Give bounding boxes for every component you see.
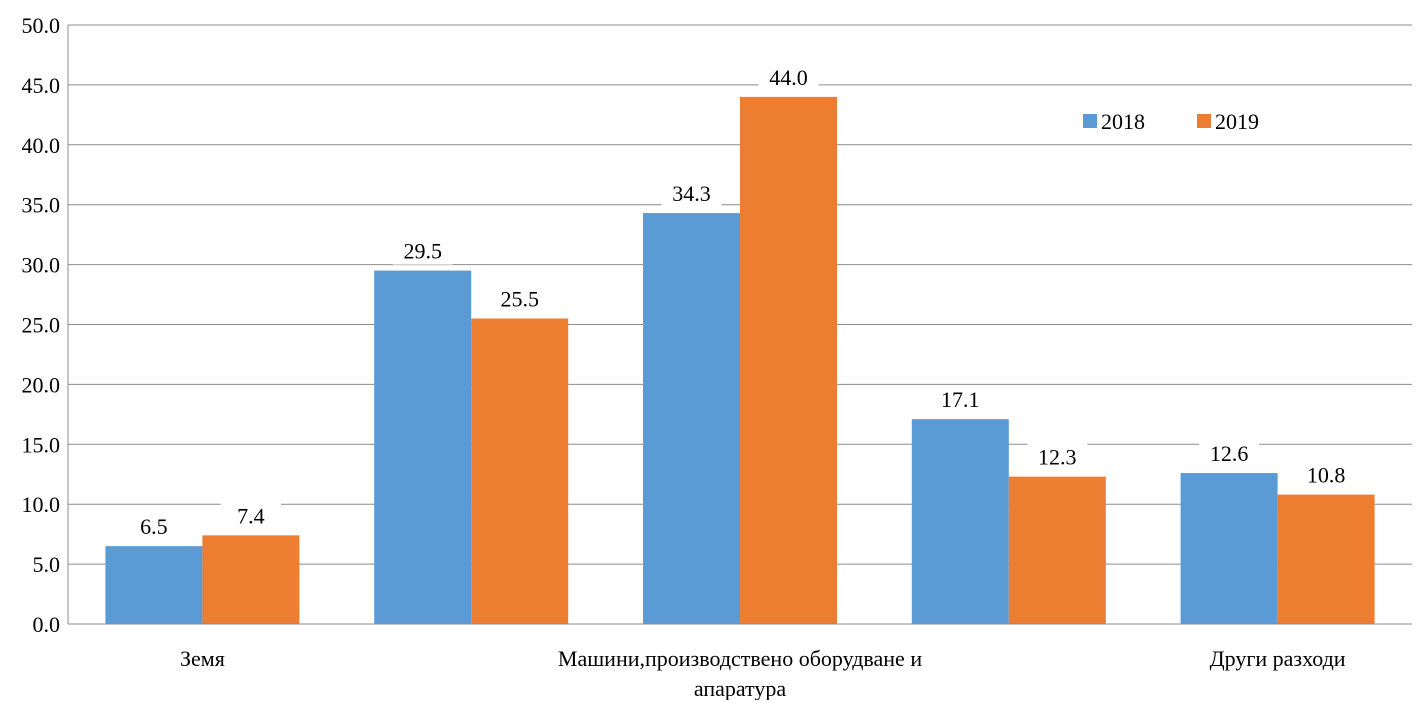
- bar-2019: [471, 318, 569, 624]
- data-label-bg: [1296, 460, 1357, 489]
- bar-2018: [1180, 473, 1278, 624]
- x-category-label: Други разходи: [1210, 646, 1346, 671]
- y-tick-label: 35.0: [22, 193, 61, 218]
- data-label-bg: [220, 501, 281, 530]
- data-label: 6.5: [140, 514, 168, 539]
- bar-2019: [1277, 494, 1375, 624]
- legend-swatch-2018: [1083, 114, 1097, 128]
- legend-label: 2019: [1215, 109, 1259, 134]
- data-label-bg: [1199, 439, 1260, 468]
- y-tick-label: 25.0: [22, 313, 61, 338]
- data-label-bg: [758, 62, 819, 91]
- bar-2019: [1008, 476, 1106, 624]
- data-label-bg: [1027, 442, 1088, 471]
- data-label: 25.5: [500, 287, 539, 312]
- y-tick-label: 15.0: [22, 432, 61, 457]
- data-label: 17.1: [941, 387, 980, 412]
- bar-2018: [105, 546, 203, 624]
- bar-2018: [374, 270, 472, 624]
- data-label: 29.5: [403, 239, 442, 264]
- axes: 0.0 5.0 10.0 15.0 20.0 25.0 30.0 35.0 40.0 45.0 50…: [22, 13, 1412, 701]
- x-category-label: Машини,производствено оборудване и: [558, 646, 922, 671]
- data-label-bg: [489, 284, 550, 313]
- legend-swatch-2019: [1197, 114, 1211, 128]
- y-tick-label: 40.0: [22, 133, 61, 158]
- data-label: 44.0: [769, 65, 808, 90]
- y-tick-label: 45.0: [22, 73, 61, 98]
- legend: 2018 2019: [1083, 109, 1259, 134]
- y-tick-label: 10.0: [22, 492, 61, 517]
- y-tick-label: 20.0: [22, 372, 61, 397]
- data-label-bg: [930, 385, 991, 414]
- bar-2018: [911, 419, 1009, 624]
- x-category-label: апаратура: [694, 676, 787, 700]
- data-labels: 6.5 7.4 29.5 25.5 34.3 44.0 17.1 12.3 12.6 10.8: [123, 62, 1357, 541]
- data-label: 12.6: [1210, 441, 1249, 466]
- data-label: 34.3: [672, 181, 711, 206]
- data-label-bg: [661, 179, 722, 208]
- data-label-bg: [392, 236, 453, 265]
- data-label: 7.4: [237, 503, 265, 528]
- bars: [105, 96, 1375, 624]
- bar-2019: [202, 535, 300, 624]
- bar-2018: [643, 213, 740, 624]
- y-tick-label: 5.0: [33, 552, 61, 577]
- y-tick-label: 50.0: [22, 13, 61, 38]
- data-label: 10.8: [1307, 463, 1346, 488]
- bar-2019: [740, 96, 837, 624]
- data-label: 12.3: [1038, 445, 1077, 470]
- legend-label: 2018: [1101, 109, 1145, 134]
- y-tick-label: 0.0: [33, 612, 61, 637]
- x-category-label: Земя: [180, 646, 225, 671]
- y-tick-label: 30.0: [22, 253, 61, 278]
- data-label-bg: [123, 512, 184, 541]
